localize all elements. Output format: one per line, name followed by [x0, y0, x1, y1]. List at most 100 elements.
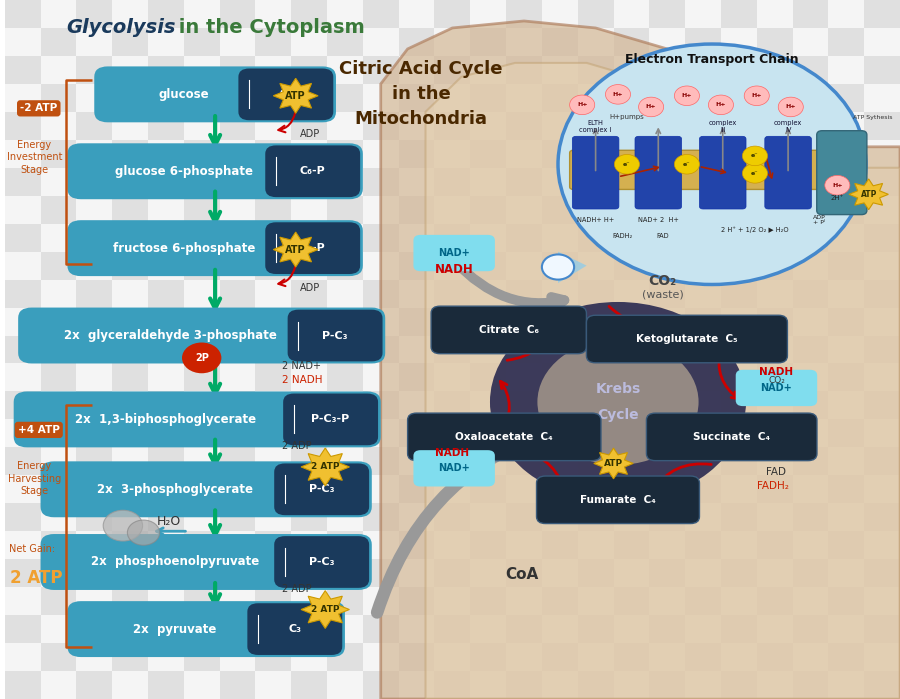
Bar: [184, 363, 220, 391]
Bar: [148, 28, 184, 56]
Text: C₆-P: C₆-P: [300, 166, 326, 176]
Bar: [649, 419, 685, 447]
Bar: [256, 28, 292, 56]
Bar: [399, 391, 435, 419]
Bar: [4, 531, 40, 559]
Bar: [148, 559, 184, 587]
Bar: [76, 363, 112, 391]
Bar: [363, 671, 399, 699]
Bar: [220, 587, 256, 615]
Bar: [614, 363, 649, 391]
Bar: [864, 112, 900, 140]
Text: H+: H+: [786, 104, 796, 110]
Bar: [471, 196, 506, 224]
Bar: [40, 308, 76, 336]
Bar: [292, 531, 327, 559]
Bar: [828, 140, 864, 168]
Bar: [184, 280, 220, 308]
Bar: [256, 531, 292, 559]
Bar: [327, 363, 363, 391]
Text: Succinate  C₄: Succinate C₄: [693, 432, 770, 442]
Bar: [4, 391, 40, 419]
Bar: [435, 419, 471, 447]
Bar: [471, 559, 506, 587]
Bar: [757, 363, 793, 391]
Bar: [399, 643, 435, 671]
Bar: [793, 391, 828, 419]
Bar: [184, 419, 220, 447]
Bar: [363, 615, 399, 643]
Bar: [112, 587, 148, 615]
Bar: [4, 643, 40, 671]
Bar: [112, 615, 148, 643]
Bar: [76, 252, 112, 280]
Bar: [649, 391, 685, 419]
Bar: [614, 28, 649, 56]
Text: NADH+ H+: NADH+ H+: [577, 217, 614, 223]
Bar: [112, 643, 148, 671]
Bar: [614, 615, 649, 643]
Bar: [256, 363, 292, 391]
Bar: [40, 140, 76, 168]
Bar: [864, 336, 900, 363]
Bar: [292, 671, 327, 699]
Bar: [506, 419, 542, 447]
Bar: [578, 419, 614, 447]
Bar: [435, 503, 471, 531]
Bar: [363, 28, 399, 56]
Bar: [542, 28, 578, 56]
Bar: [757, 308, 793, 336]
Bar: [793, 587, 828, 615]
Text: FADH₂: FADH₂: [612, 233, 633, 239]
Text: ATP: ATP: [285, 91, 306, 101]
Bar: [148, 196, 184, 224]
Circle shape: [128, 520, 159, 545]
Bar: [363, 84, 399, 112]
Bar: [542, 280, 578, 308]
Circle shape: [490, 302, 746, 502]
Text: C₃: C₃: [288, 624, 302, 634]
Bar: [40, 643, 76, 671]
Text: P-C₃-P: P-C₃-P: [311, 415, 350, 424]
Bar: [184, 168, 220, 196]
Bar: [399, 447, 435, 475]
Text: 2x  1,3-biphosphoglycerate: 2x 1,3-biphosphoglycerate: [76, 413, 256, 426]
Polygon shape: [594, 448, 634, 479]
FancyBboxPatch shape: [431, 306, 587, 354]
Bar: [148, 168, 184, 196]
Bar: [864, 224, 900, 252]
Bar: [40, 112, 76, 140]
Bar: [327, 252, 363, 280]
Bar: [793, 308, 828, 336]
Bar: [578, 196, 614, 224]
Bar: [363, 475, 399, 503]
Bar: [471, 671, 506, 699]
Bar: [76, 196, 112, 224]
Bar: [184, 587, 220, 615]
Bar: [828, 643, 864, 671]
Bar: [220, 0, 256, 28]
Bar: [220, 252, 256, 280]
Bar: [112, 28, 148, 56]
Bar: [757, 28, 793, 56]
Bar: [184, 0, 220, 28]
Text: CoA: CoA: [506, 567, 539, 582]
Bar: [220, 531, 256, 559]
Bar: [578, 0, 614, 28]
Bar: [649, 587, 685, 615]
Text: Fumarate  C₄: Fumarate C₄: [580, 495, 656, 505]
FancyBboxPatch shape: [18, 308, 385, 363]
Text: 2 NADH: 2 NADH: [283, 375, 323, 384]
Text: C₆: C₆: [279, 89, 292, 99]
Bar: [148, 391, 184, 419]
Bar: [757, 112, 793, 140]
Bar: [292, 140, 327, 168]
Bar: [363, 363, 399, 391]
Bar: [721, 671, 757, 699]
Bar: [148, 531, 184, 559]
Bar: [76, 224, 112, 252]
Text: H+: H+: [646, 104, 656, 110]
FancyBboxPatch shape: [274, 536, 369, 588]
Bar: [256, 168, 292, 196]
Bar: [327, 336, 363, 363]
